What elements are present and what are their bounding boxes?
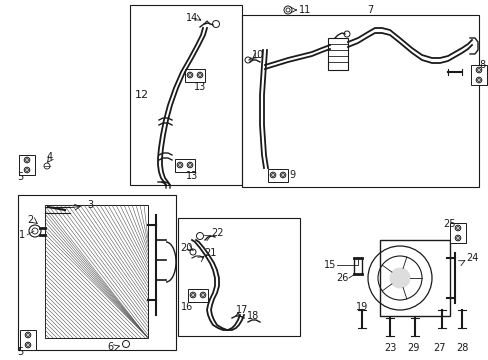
- Text: 27: 27: [433, 343, 446, 353]
- Text: 21: 21: [203, 248, 216, 258]
- Text: 20: 20: [180, 243, 192, 253]
- Bar: [184, 68, 204, 81]
- Text: 25: 25: [443, 219, 455, 229]
- Text: 24: 24: [465, 253, 477, 263]
- Text: 14: 14: [185, 13, 198, 23]
- Text: 6: 6: [107, 342, 113, 352]
- Text: 13: 13: [185, 171, 198, 181]
- Bar: [242, 15, 478, 187]
- Text: 22: 22: [211, 228, 224, 238]
- Text: 15: 15: [323, 260, 336, 270]
- Text: 26: 26: [335, 273, 347, 283]
- Text: 18: 18: [246, 311, 259, 321]
- Text: 2: 2: [27, 215, 33, 225]
- Text: 29: 29: [406, 343, 418, 353]
- Bar: [187, 288, 207, 302]
- Text: 3: 3: [87, 200, 93, 210]
- Text: 19: 19: [355, 302, 367, 312]
- Text: 8: 8: [478, 60, 484, 70]
- Bar: [18, 195, 176, 350]
- Text: 11: 11: [298, 5, 310, 15]
- Text: 5: 5: [17, 172, 23, 182]
- Bar: [470, 65, 486, 85]
- Text: 10: 10: [251, 50, 264, 60]
- Text: 7: 7: [366, 5, 372, 15]
- Text: 1: 1: [19, 230, 25, 240]
- Bar: [267, 168, 287, 181]
- Bar: [327, 38, 347, 70]
- Bar: [178, 218, 299, 336]
- Bar: [130, 5, 242, 185]
- Text: 13: 13: [193, 82, 206, 92]
- Text: 28: 28: [455, 343, 467, 353]
- Text: 5: 5: [17, 347, 23, 357]
- Text: 23: 23: [383, 343, 395, 353]
- Text: 16: 16: [181, 302, 193, 312]
- Text: 12: 12: [135, 90, 149, 100]
- Bar: [175, 158, 195, 171]
- Bar: [19, 155, 35, 175]
- Bar: [20, 330, 36, 350]
- Bar: [379, 240, 449, 316]
- Bar: [449, 223, 465, 243]
- Circle shape: [389, 268, 409, 288]
- Text: 4: 4: [47, 152, 53, 162]
- Text: 17: 17: [235, 305, 248, 315]
- Text: 9: 9: [288, 170, 294, 180]
- Bar: [45, 205, 148, 338]
